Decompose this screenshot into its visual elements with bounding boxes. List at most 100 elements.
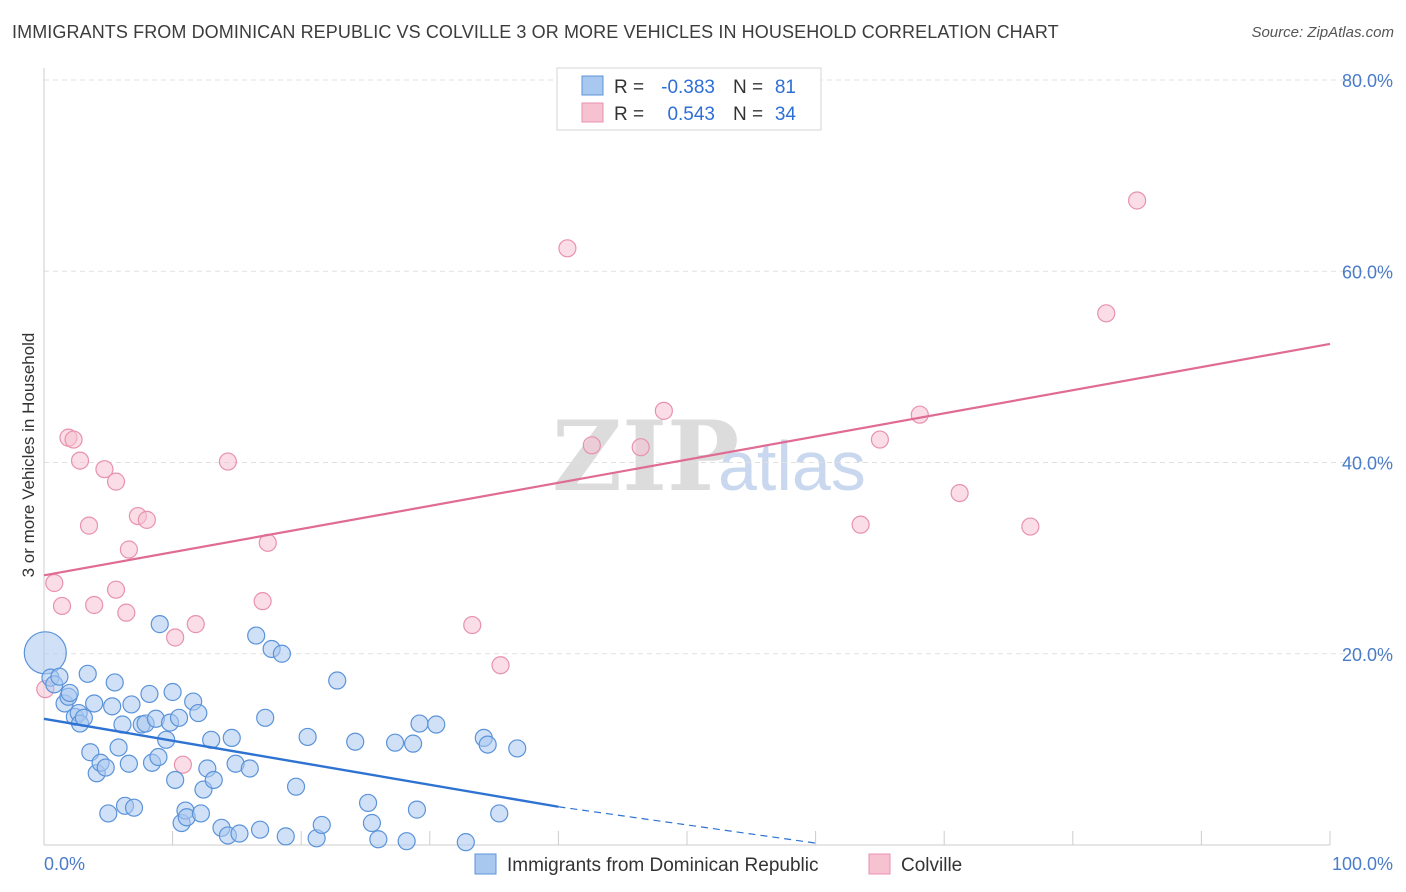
colville-point: [253, 592, 272, 611]
colville-point: [186, 615, 205, 634]
legend-n-label-pink: N =: [733, 104, 763, 125]
dominican-point: [508, 739, 527, 758]
dominican-point: [286, 777, 306, 796]
colville-point: [119, 540, 138, 559]
dominican-point: [427, 715, 446, 734]
colville-point: [106, 580, 126, 599]
colville-point: [950, 484, 969, 503]
colville-point: [79, 516, 99, 535]
colville-point: [218, 452, 237, 471]
dominican-points: [23, 615, 527, 852]
colville-points: [36, 191, 1147, 774]
colville-point: [1021, 517, 1040, 536]
bottom-legend-label-blue: Immigrants from Dominican Republic: [507, 855, 819, 876]
axes: [43, 68, 1331, 846]
colville-point: [910, 405, 929, 424]
y-tick-label: 60.0%: [1342, 262, 1393, 282]
dominican-point: [222, 728, 241, 748]
dominican-point: [149, 747, 168, 767]
dominican-point: [150, 615, 169, 634]
y-tick-label: 80.0%: [1342, 71, 1393, 91]
dominican-point: [85, 694, 104, 713]
colville-point: [631, 438, 650, 457]
dominican-point: [407, 800, 427, 819]
watermark-zip: ZIP: [552, 400, 739, 513]
colville-point: [870, 430, 890, 449]
dominican-point: [99, 804, 118, 823]
dominican-point: [256, 708, 275, 727]
y-tick-label: 40.0%: [1342, 454, 1393, 474]
dominican-point: [105, 673, 124, 692]
colville-point: [582, 436, 601, 455]
legend-swatch-pink: [581, 102, 604, 123]
tick-labels: 20.0% 40.0% 60.0% 80.0% 0.0% 100.0%: [44, 71, 1393, 874]
colville-point: [64, 430, 83, 449]
y-tick-label: 20.0%: [1342, 645, 1393, 665]
colville-point: [166, 628, 185, 647]
gridlines: [44, 79, 1393, 655]
x-tick-label-max: 100.0%: [1332, 854, 1393, 874]
dominican-point: [96, 758, 115, 777]
colville-point: [106, 472, 126, 491]
bottom-legend-swatch-blue: [474, 853, 497, 875]
dominican-point: [346, 732, 365, 751]
dominican-point: [369, 830, 388, 849]
dominican-point: [204, 770, 223, 790]
dominican-point: [60, 683, 79, 703]
legend-n-label-blue: N =: [733, 77, 763, 98]
colville-point: [52, 596, 72, 616]
bottom-legend: Immigrants from Dominican Republic Colvi…: [474, 853, 962, 876]
colville-point: [654, 401, 673, 420]
x-tick-label-min: 0.0%: [44, 854, 85, 874]
dominican-trend-line-extension: [558, 806, 816, 844]
colville-point: [70, 451, 90, 470]
dominican-point: [163, 682, 182, 702]
dominican-point: [362, 813, 382, 833]
colville-point: [851, 515, 870, 534]
dominican-point: [169, 708, 189, 727]
dominican-point: [230, 824, 249, 843]
dominican-point: [358, 793, 378, 813]
legend-n-value-blue: 81: [775, 77, 796, 98]
dominican-point: [328, 671, 347, 690]
legend-r-value-pink: 0.543: [667, 104, 715, 125]
dominican-point: [119, 754, 138, 773]
colville-trend-line: [43, 342, 1331, 577]
dominican-point: [272, 644, 292, 663]
dominican-point: [50, 667, 69, 686]
dominican-point: [312, 815, 331, 835]
dominican-point: [456, 833, 475, 852]
legend: R = -0.383 N = 81 R = 0.543 N = 34: [556, 67, 822, 131]
colville-point: [137, 510, 156, 529]
legend-n-value-pink: 34: [775, 104, 797, 125]
dominican-point: [78, 664, 97, 683]
dominican-point: [250, 820, 270, 839]
dominican-point: [109, 738, 128, 757]
colville-point: [45, 573, 64, 593]
legend-r-value-blue: -0.383: [661, 77, 715, 98]
dominican-point: [122, 695, 141, 714]
colville-point: [95, 460, 114, 479]
dominican-point: [403, 734, 423, 753]
dominican-point: [276, 827, 295, 846]
colville-point: [117, 603, 136, 622]
dominican-point: [247, 626, 266, 645]
dominican-point: [140, 684, 159, 704]
bottom-legend-swatch-pink: [868, 853, 891, 875]
dominican-point: [166, 770, 185, 790]
colville-point: [558, 239, 577, 258]
watermark-atlas: atlas: [718, 427, 866, 505]
y-axis-title: 3 or more Vehicles in Household: [19, 333, 38, 578]
dominican-point: [410, 714, 429, 733]
legend-r-label-pink: R =: [614, 104, 644, 125]
dominican-point: [189, 703, 208, 723]
dominican-trend-line: [43, 717, 559, 808]
dominican-point: [397, 832, 416, 851]
chart-title: IMMIGRANTS FROM DOMINICAN REPUBLIC VS CO…: [12, 22, 1059, 42]
dominican-point: [124, 798, 144, 817]
trend-lines: [43, 342, 1331, 844]
colville-point: [491, 656, 510, 675]
chart-source: Source: ZipAtlas.com: [1251, 24, 1394, 41]
colville-point: [1097, 304, 1116, 323]
